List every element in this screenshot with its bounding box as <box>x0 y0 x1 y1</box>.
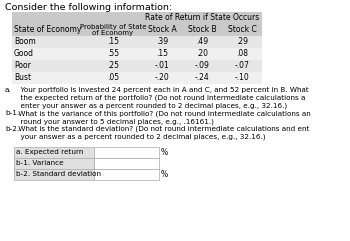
Text: Poor: Poor <box>14 61 31 71</box>
Bar <box>222 48 262 60</box>
Text: enter your answer as a percent rounded to 2 decimal places, e.g., 32.16.): enter your answer as a percent rounded t… <box>16 103 287 109</box>
Text: Probability of State
of Economy: Probability of State of Economy <box>80 24 146 36</box>
Text: a. Expected return: a. Expected return <box>16 149 83 155</box>
Bar <box>14 169 94 180</box>
Text: .25: .25 <box>107 61 119 71</box>
Text: b-1. Variance: b-1. Variance <box>16 160 64 166</box>
Text: .20: .20 <box>196 49 208 59</box>
Bar <box>222 72 262 84</box>
Bar <box>222 24 262 36</box>
Text: %: % <box>161 147 168 157</box>
Text: your answer as a percent rounded to 2 decimal places, e.g., 32.16.): your answer as a percent rounded to 2 de… <box>16 134 266 140</box>
Text: the expected return of the portfolio? (Do not round intermediate calculations a: the expected return of the portfolio? (D… <box>16 95 305 101</box>
Bar <box>12 60 84 72</box>
Text: State of Economy: State of Economy <box>14 26 81 34</box>
Text: .15: .15 <box>156 49 168 59</box>
Text: Your portfolio is invested 24 percent each in A and C, and 52 percent in B. What: Your portfolio is invested 24 percent ea… <box>16 87 309 93</box>
Text: Bust: Bust <box>14 74 31 82</box>
Text: round your answer to 5 decimal places, e.g., .16161.): round your answer to 5 decimal places, e… <box>16 118 214 125</box>
Text: -.20: -.20 <box>155 74 169 82</box>
Text: -.07: -.07 <box>234 61 250 71</box>
Text: Rate of Return if State Occurs: Rate of Return if State Occurs <box>145 13 259 22</box>
Bar <box>142 72 182 84</box>
Text: Good: Good <box>14 49 34 59</box>
Bar <box>12 24 84 36</box>
Bar <box>12 12 142 24</box>
Text: .29: .29 <box>236 38 248 47</box>
Text: .39: .39 <box>156 38 168 47</box>
Bar <box>182 60 222 72</box>
Bar <box>84 24 142 36</box>
Text: .05: .05 <box>107 74 119 82</box>
Text: .49: .49 <box>196 38 208 47</box>
Text: -.24: -.24 <box>195 74 209 82</box>
Text: What is the variance of this portfolio? (Do not round intermediate calculations : What is the variance of this portfolio? … <box>16 110 311 117</box>
Bar <box>142 12 262 24</box>
Text: a.: a. <box>5 87 12 93</box>
Text: .08: .08 <box>236 49 248 59</box>
Bar <box>142 24 182 36</box>
Bar <box>14 158 94 169</box>
Text: Stock A: Stock A <box>148 26 176 34</box>
Bar <box>14 147 94 158</box>
Bar <box>84 72 142 84</box>
Bar <box>12 48 84 60</box>
Text: Stock B: Stock B <box>188 26 216 34</box>
Bar <box>94 158 159 169</box>
Text: .55: .55 <box>107 49 119 59</box>
Bar <box>182 24 222 36</box>
Bar <box>84 36 142 48</box>
Text: Boom: Boom <box>14 38 36 47</box>
Bar <box>12 36 84 48</box>
Text: -.09: -.09 <box>195 61 209 71</box>
Text: Stock C: Stock C <box>228 26 256 34</box>
Bar <box>222 60 262 72</box>
Bar <box>142 36 182 48</box>
Text: -.10: -.10 <box>234 74 249 82</box>
Text: b-2.: b-2. <box>5 126 19 132</box>
Bar <box>182 72 222 84</box>
Bar <box>182 48 222 60</box>
Text: %: % <box>161 170 168 179</box>
Text: Consider the following information:: Consider the following information: <box>5 3 172 12</box>
Bar <box>94 147 159 158</box>
Bar <box>94 169 159 180</box>
Bar <box>84 48 142 60</box>
Bar <box>84 60 142 72</box>
Bar <box>222 36 262 48</box>
Bar <box>182 36 222 48</box>
Text: .15: .15 <box>107 38 119 47</box>
Text: b-1.: b-1. <box>5 110 19 116</box>
Text: b-2. Standard deviation: b-2. Standard deviation <box>16 171 101 177</box>
Bar <box>12 72 84 84</box>
Bar <box>142 48 182 60</box>
Bar <box>142 60 182 72</box>
Text: -.01: -.01 <box>155 61 169 71</box>
Text: What is the standard deviation? (Do not round intermediate calculations and ent: What is the standard deviation? (Do not … <box>16 126 309 133</box>
